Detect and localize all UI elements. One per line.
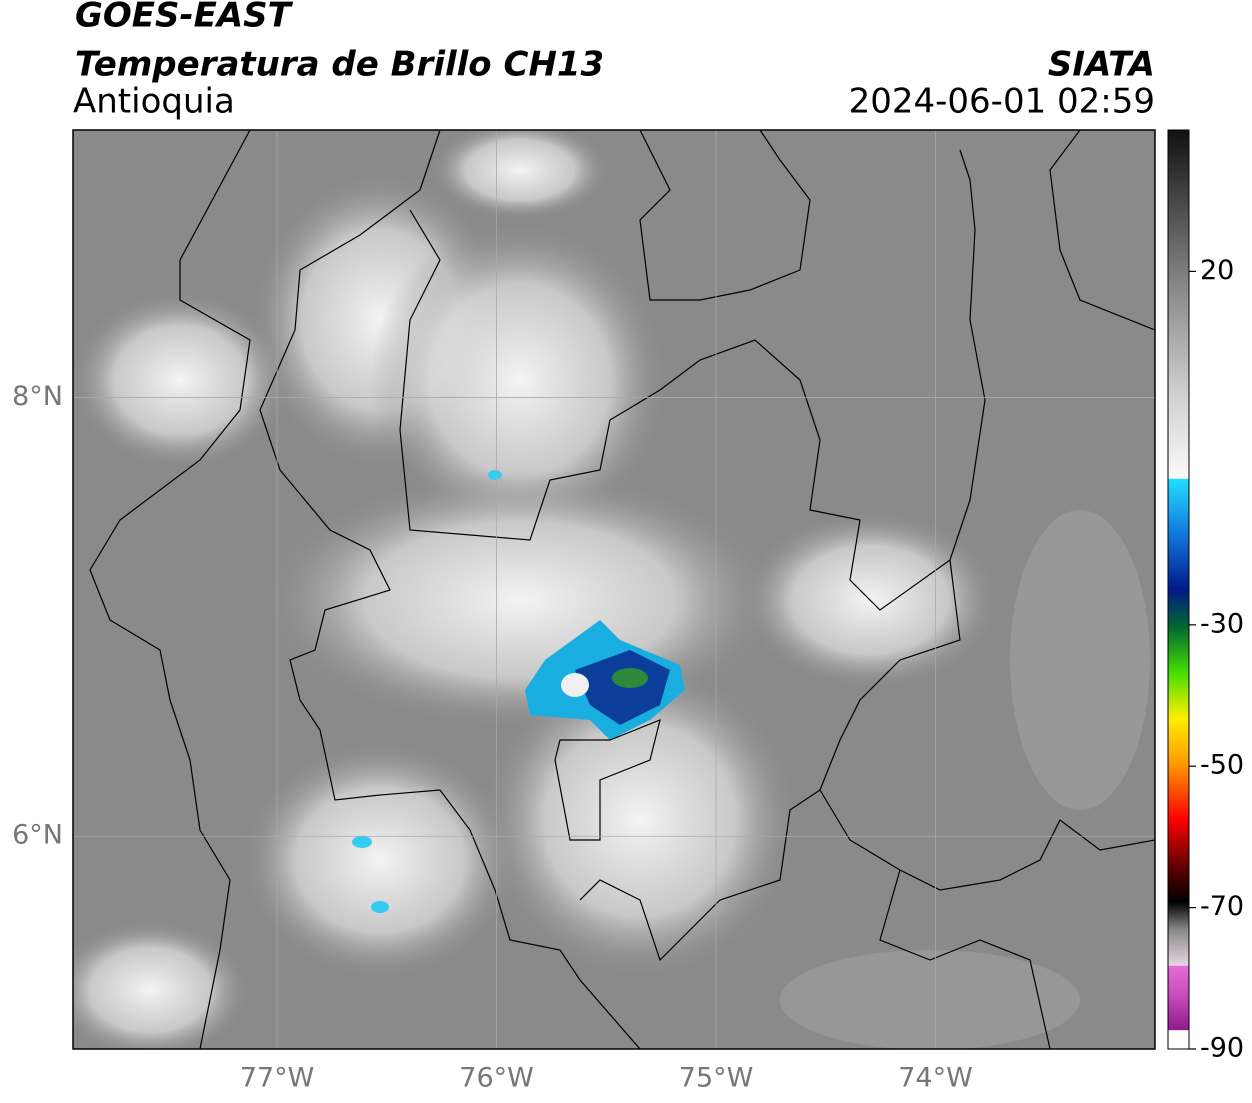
- colorbar-tick-label: -90: [1200, 1033, 1244, 1064]
- colorbar-tick-label: -30: [1200, 608, 1244, 639]
- ticks: 77°W 76°W 75°W 74°W 8°N 6°N 20 -30 -50 -70 -90: [12, 255, 1244, 1094]
- datetime: 2024-06-01 02:59: [849, 82, 1155, 122]
- subtitle: Temperatura de Brillo CH13: [75, 45, 604, 85]
- map-image: [73, 130, 1155, 1049]
- x-tick-label: 75°W: [679, 1063, 754, 1094]
- colorbar-tick-label: -70: [1200, 891, 1244, 922]
- title: GOES-EAST: [75, 0, 294, 36]
- x-tick-label: 74°W: [898, 1063, 973, 1094]
- colorbar-tick-label: 20: [1200, 255, 1234, 286]
- y-tick-label: 6°N: [12, 820, 63, 851]
- y-tick-label: 8°N: [12, 381, 63, 412]
- map-frame: [72, 129, 1156, 1050]
- region: Antioquia: [73, 82, 235, 122]
- colorbar-tick-label: -50: [1200, 750, 1244, 781]
- x-tick-label: 77°W: [240, 1063, 315, 1094]
- graticule: [73, 130, 1155, 1049]
- x-tick-label: 76°W: [459, 1063, 534, 1094]
- colorbar: [1167, 129, 1190, 1050]
- source: SIATA: [1048, 45, 1155, 85]
